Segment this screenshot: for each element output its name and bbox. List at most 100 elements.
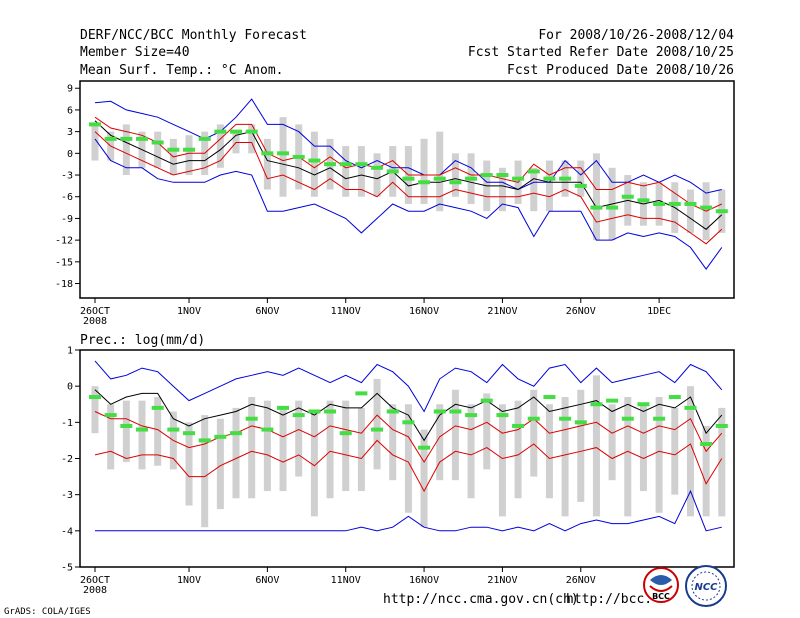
prec-ensemble-marker [590, 402, 603, 407]
temp-ensemble-marker [292, 154, 305, 159]
precipitation-marks [89, 360, 728, 532]
footer-url-bcc[interactable]: http://bcc. [566, 592, 652, 607]
prec-ensemble-marker [371, 427, 384, 432]
temp-spread-box [436, 131, 444, 212]
prec-spread-box [561, 397, 569, 517]
temp-min-line [94, 138, 723, 270]
temp-ensemble-marker [151, 140, 164, 145]
prec-spread-box [624, 397, 632, 517]
temp-spread-box [577, 160, 585, 197]
temp-x-tick-label: 26OCT [80, 306, 110, 317]
header-produced: Fcst Produced Date 2008/10/26 [507, 63, 734, 78]
ncc-logo-text: NCC [694, 582, 718, 593]
prec-ensemble-marker [637, 402, 650, 407]
temperature-x-axis: 26OCT 1NOV 6NOV 11NOV 16NOV 21NOV 26NOV 1DEC 200… [80, 298, 671, 327]
prec-ensemble-marker [465, 413, 478, 418]
prec-spread-box [592, 375, 600, 517]
prec-ensemble-marker [120, 423, 133, 428]
prec-spread-box [122, 400, 130, 463]
temp-ensemble-marker [433, 176, 446, 181]
temp-ensemble-marker [543, 176, 556, 181]
header-variable: Mean Surf. Temp.: °C Anom. [80, 63, 284, 78]
prec-x-tick-label: 26NOV [566, 575, 596, 586]
temp-ensemble-marker [136, 136, 149, 141]
prec-mean-line [94, 389, 723, 442]
header-started: Fcst Started Refer Date 2008/10/25 [468, 45, 734, 60]
prec-spread-box [185, 422, 193, 506]
prec-ensemble-marker [308, 409, 321, 414]
prec-ensemble-marker [527, 416, 540, 421]
prec-ensemble-marker [512, 423, 525, 428]
prec-spread-box [608, 404, 616, 481]
prec-x-tick-label: 16NOV [409, 575, 439, 586]
prec-y-tick-label: -2 [61, 454, 73, 465]
prec-ensemble-marker [433, 409, 446, 414]
temp-spread-box [91, 124, 99, 161]
prec-upper-line [94, 411, 723, 464]
prec-lower-line [94, 439, 723, 493]
temp-ensemble-marker [355, 162, 368, 167]
temp-spread-box [248, 124, 256, 154]
precipitation-panel: 1 0 -1 -2 -3 -4 -5 26OCT 1NOV 6NOV 11NOV 16NOV 21NO… [61, 346, 735, 596]
prec-spread-box [201, 415, 209, 528]
prec-spread-box [216, 418, 224, 510]
temp-ensemble-marker [621, 194, 634, 199]
prec-y-tick-label: 1 [67, 346, 73, 357]
prec-ensemble-marker [245, 416, 258, 421]
prec-ensemble-marker [355, 391, 368, 396]
temp-x-year-label: 2008 [83, 316, 107, 327]
temp-max-line [94, 98, 722, 194]
temp-ensemble-marker [715, 209, 728, 214]
temp-y-tick-label: -15 [55, 257, 73, 268]
temp-y-tick-label: 3 [67, 127, 73, 138]
prec-y-tick-label: -3 [61, 490, 73, 501]
temp-ensemble-marker [574, 183, 587, 188]
temp-ensemble-marker [606, 205, 619, 210]
prec-spread-box [451, 389, 459, 481]
prec-spread-box [342, 400, 350, 492]
prec-y-tick-label: 0 [67, 382, 73, 393]
prec-x-tick-label: 1NOV [177, 575, 201, 586]
prec-ensemble-marker [324, 409, 337, 414]
temp-ensemble-marker [324, 162, 337, 167]
prec-spread-box [467, 404, 475, 499]
temp-mean-line [94, 120, 723, 230]
footer-url-ncc[interactable]: http://ncc.cma.gov.cn(ch) [383, 592, 579, 607]
prec-spread-box [655, 397, 663, 513]
prec-ensemble-marker [89, 395, 101, 400]
bcc-logo-swirl-blue [650, 575, 672, 585]
prec-ensemble-marker [496, 413, 509, 418]
prec-ensemble-marker [339, 431, 352, 436]
prec-max-line [94, 360, 723, 413]
prec-ensemble-marker [167, 427, 180, 432]
prec-ensemble-marker [668, 395, 681, 400]
prec-ensemble-marker [621, 416, 634, 421]
temp-x-tick-label: 1NOV [177, 306, 201, 317]
temp-ensemble-marker [637, 198, 650, 203]
header-member-size: Member Size=40 [80, 45, 190, 60]
temp-y-tick-label: -18 [55, 279, 73, 290]
prec-ensemble-marker [574, 420, 587, 425]
header-title: DERF/NCC/BCC Monthly Forecast [80, 28, 307, 43]
temp-ensemble-marker [512, 176, 525, 181]
prec-spread-box [154, 397, 162, 466]
temp-ensemble-marker [402, 176, 415, 181]
temp-x-tick-label: 21NOV [487, 306, 517, 317]
temp-spread-box [154, 131, 162, 168]
temp-ensemble-marker [418, 180, 431, 185]
prec-spread-box [483, 393, 491, 470]
prec-ensemble-marker [402, 420, 415, 425]
temp-ensemble-marker [120, 136, 133, 141]
prec-ensemble-marker [292, 413, 305, 418]
temp-spread-box [373, 153, 381, 197]
prec-spread-box [498, 404, 506, 517]
temp-upper-line [94, 116, 723, 212]
temp-ensemble-marker [449, 180, 462, 185]
temp-y-tick-label: -9 [61, 214, 73, 225]
temp-ensemble-marker [89, 122, 101, 127]
temp-ensemble-marker [167, 147, 180, 152]
temp-x-tick-label: 16NOV [409, 306, 439, 317]
temp-spread-box [122, 124, 130, 176]
prec-ensemble-marker [183, 431, 196, 436]
